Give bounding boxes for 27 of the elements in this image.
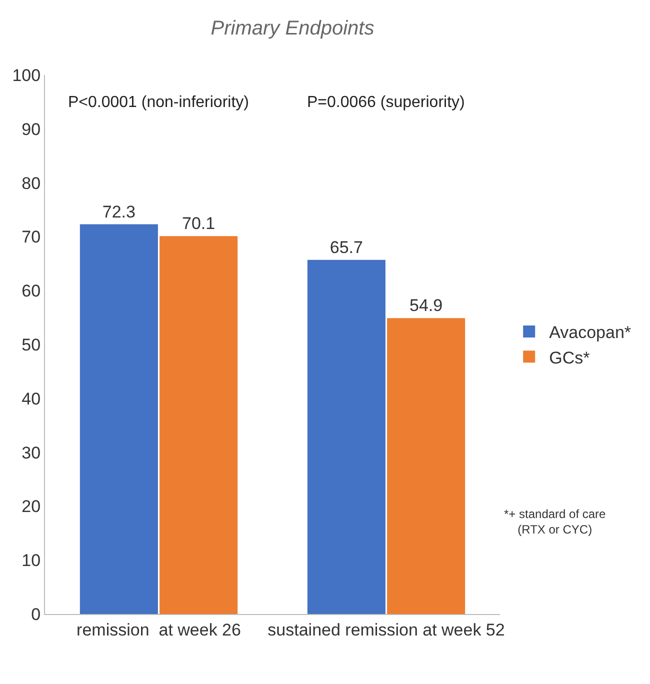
chart-title: Primary Endpoints (210, 18, 374, 40)
y-tick-label: 30 (22, 443, 41, 462)
annotation: P<0.0001 (non-inferiority) (68, 94, 249, 111)
x-tick-label: remission at week 26 (76, 620, 241, 640)
legend-label: Avacopan* (549, 323, 632, 342)
data-label: 70.1 (182, 214, 216, 234)
bar (307, 260, 386, 614)
y-tick-label: 100 (12, 66, 41, 85)
y-tick-label: 20 (22, 497, 41, 516)
bar (80, 224, 158, 614)
y-tick-label: 40 (22, 389, 41, 408)
y-tick-label: 0 (31, 604, 41, 624)
data-label: 54.9 (410, 296, 443, 316)
y-tick-label: 50 (22, 335, 41, 354)
x-tick-label: sustained remission at week 52 (268, 620, 505, 640)
annotation: P=0.0066 (superiority) (307, 94, 465, 111)
bar (387, 318, 466, 614)
y-tick-label: 70 (22, 228, 41, 247)
legend-label: GCs* (549, 348, 590, 368)
y-tick-label: 90 (22, 120, 41, 139)
data-label: 72.3 (102, 202, 136, 222)
y-tick-label: 60 (22, 282, 41, 301)
y-tick-label: 10 (22, 551, 41, 570)
data-label: 65.7 (330, 238, 363, 257)
text: *+ standard of care (RTX or CYC) (504, 507, 606, 537)
bar (160, 236, 238, 614)
y-tick-label: 80 (22, 174, 41, 193)
